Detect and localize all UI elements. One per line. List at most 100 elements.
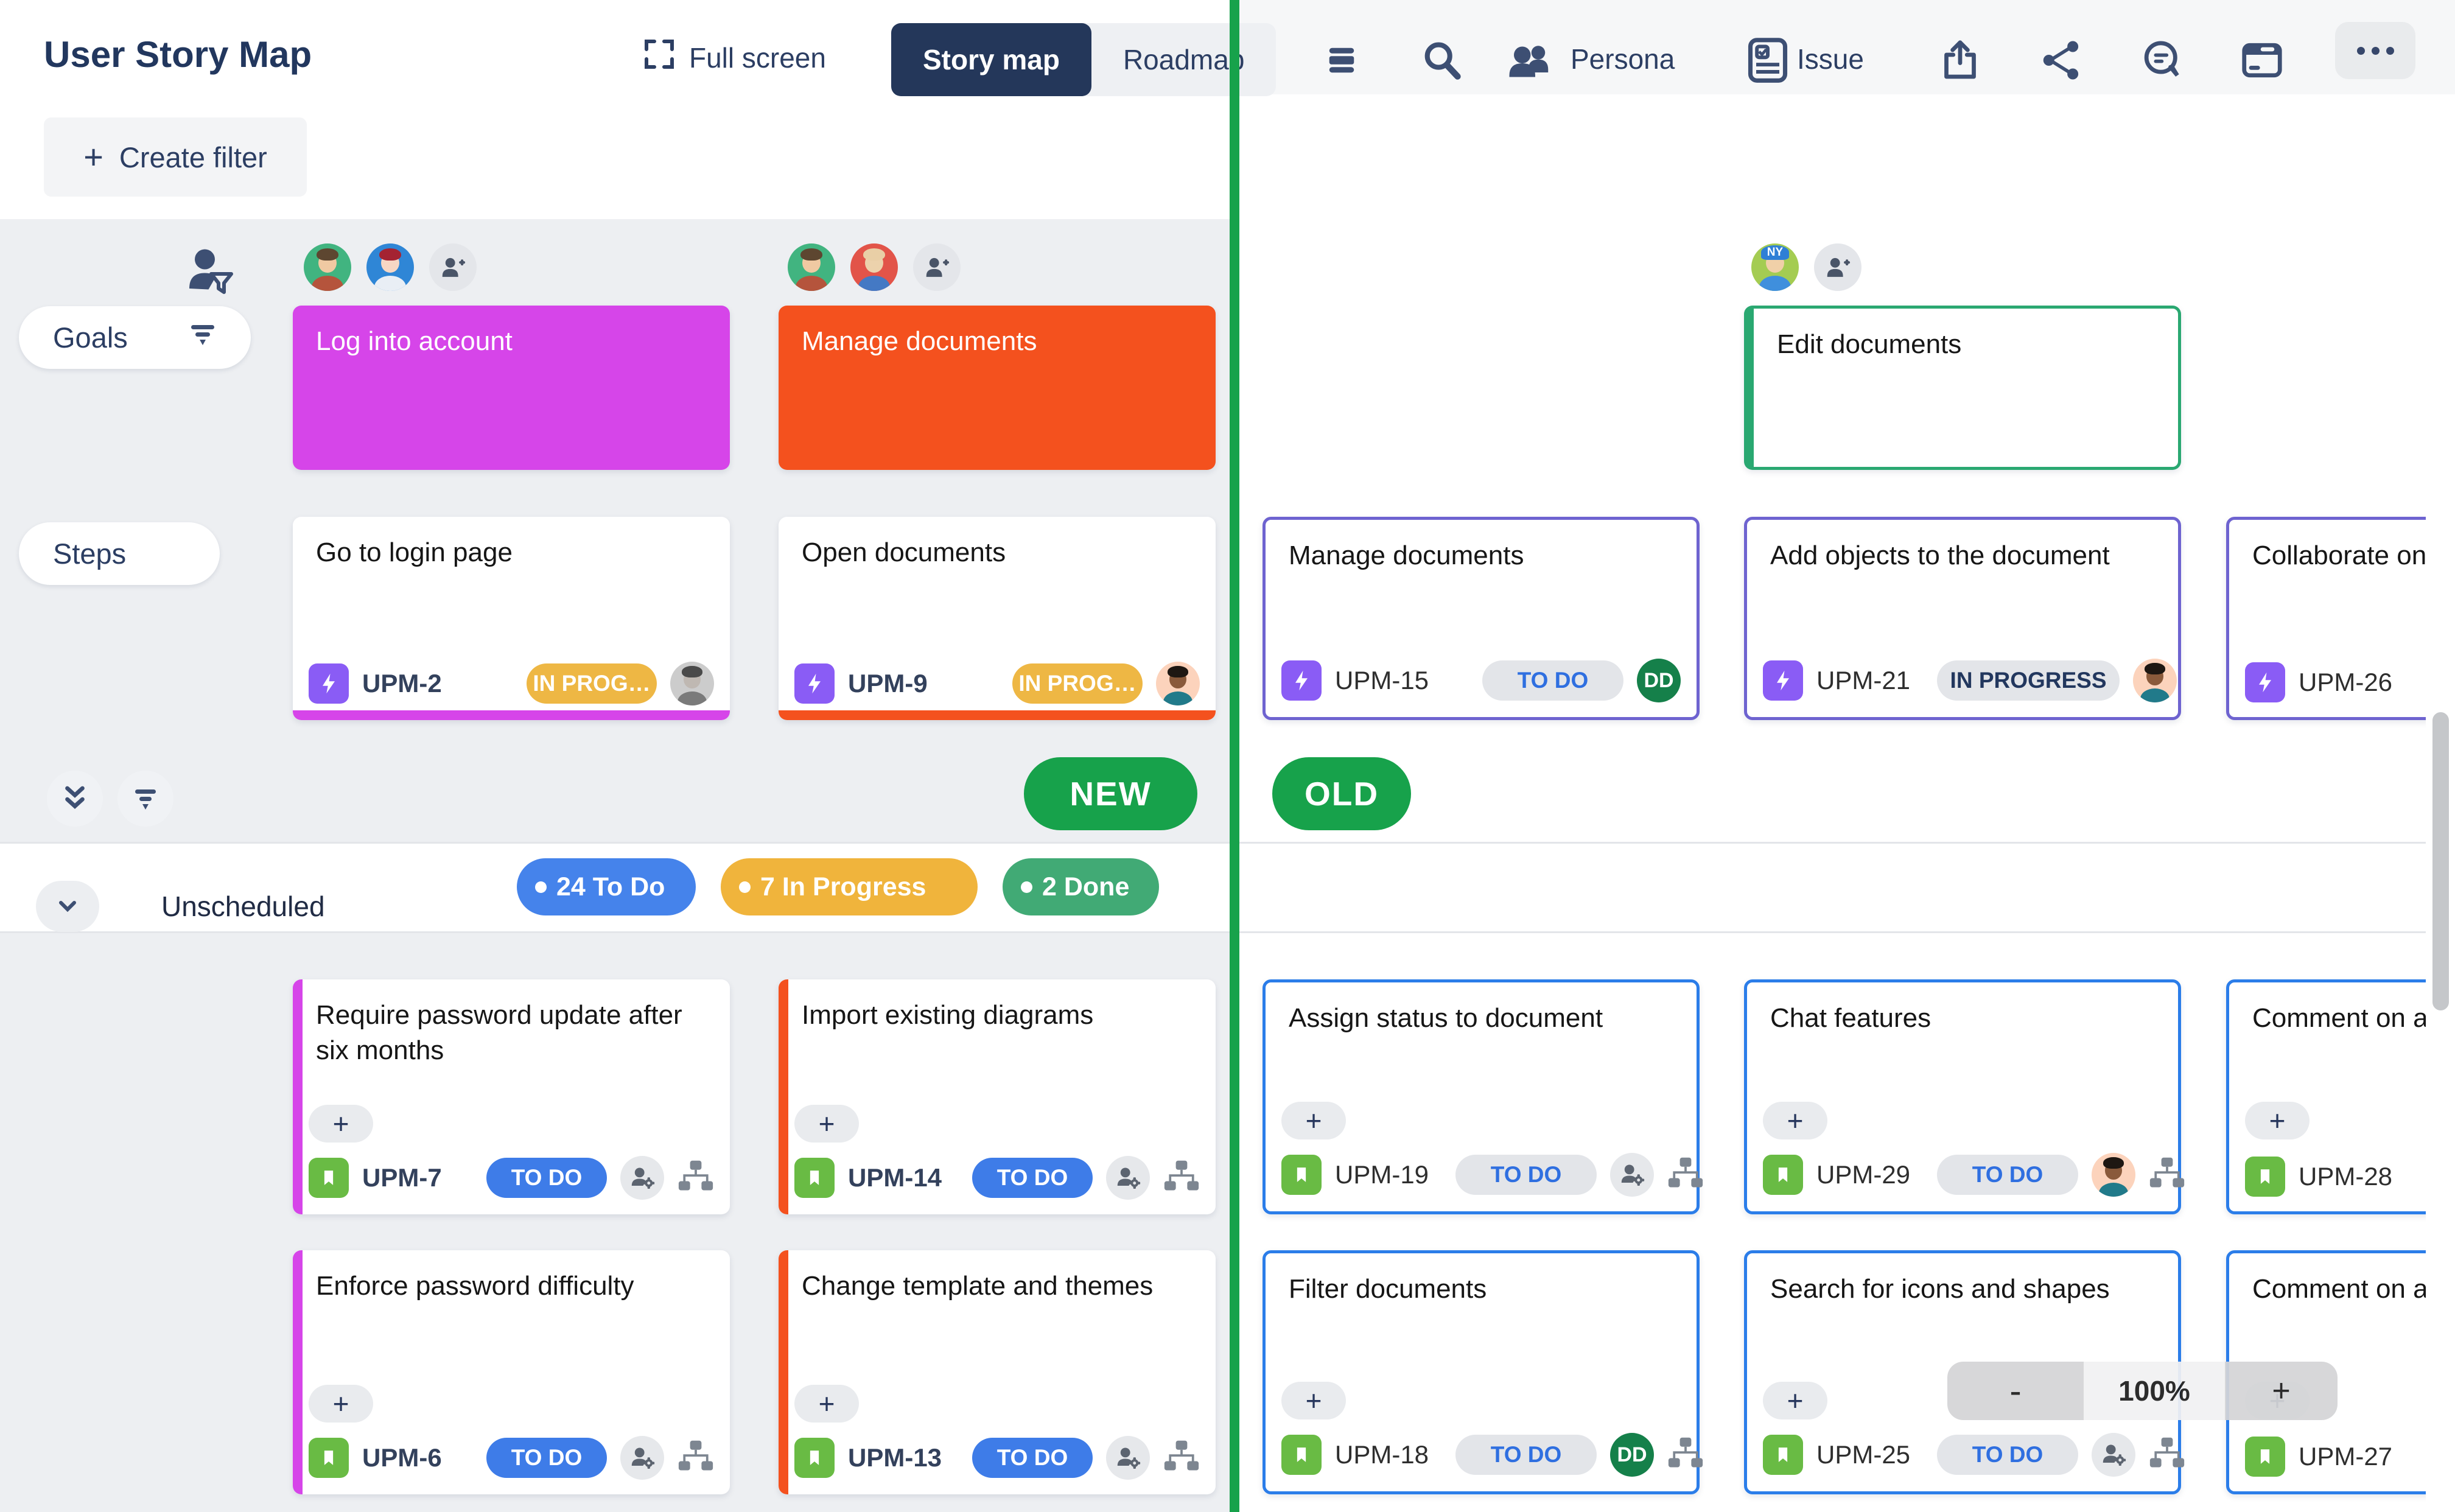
scrollbar-thumb[interactable] [2432, 712, 2449, 1010]
step-card[interactable]: Go to login page UPM-2 IN PROG… [293, 517, 730, 720]
add-child-button[interactable]: + [1281, 1102, 1346, 1139]
goal-card[interactable]: Edit documents [1744, 306, 2181, 470]
issue-key[interactable]: UPM-21 [1816, 666, 1911, 695]
issue-key[interactable]: UPM-15 [1335, 666, 1429, 695]
avatar[interactable] [2133, 659, 2177, 702]
status-badge[interactable]: TO DO [1482, 660, 1623, 701]
assignee-gear-icon[interactable] [620, 1156, 664, 1200]
story-card[interactable]: Assign status to document + UPM-19 TO DO [1263, 979, 1703, 1214]
status-badge[interactable]: TO DO [486, 1158, 607, 1198]
collapse-all-button[interactable] [47, 771, 103, 827]
issue-key[interactable]: UPM-27 [2299, 1442, 2393, 1471]
issue-key[interactable]: UPM-26 [2299, 668, 2393, 696]
add-person-button[interactable] [913, 243, 961, 291]
done-count-badge[interactable]: 2 Done [1003, 858, 1159, 915]
issue-key[interactable]: UPM-6 [362, 1443, 442, 1472]
more-button[interactable] [2335, 22, 2415, 79]
assignee-gear-icon[interactable] [2092, 1433, 2136, 1477]
sitemap-icon[interactable] [2149, 1155, 2185, 1195]
assignee-gear-icon[interactable] [620, 1436, 664, 1480]
avatar[interactable] [670, 662, 714, 705]
story-card[interactable]: Import existing diagrams + UPM-14 TO DO [779, 979, 1216, 1214]
status-badge[interactable]: TO DO [1937, 1155, 2079, 1195]
add-child-button[interactable]: + [794, 1105, 859, 1143]
search-icon[interactable] [1415, 33, 1469, 87]
step-card[interactable]: Collaborate on d UPM-26 [2226, 517, 2455, 720]
add-person-button[interactable] [429, 243, 477, 291]
unscheduled-collapse-button[interactable] [36, 881, 99, 932]
status-badge[interactable]: IN PROGRESS [1937, 660, 2120, 701]
add-child-button[interactable]: + [2245, 1102, 2310, 1139]
feedback-icon[interactable] [2135, 33, 2189, 87]
status-badge[interactable]: TO DO [1455, 1435, 1597, 1475]
todo-count-badge[interactable]: 24 To Do [517, 858, 696, 915]
add-child-button[interactable]: + [1763, 1102, 1827, 1139]
goals-row-label[interactable]: Goals [19, 306, 251, 369]
story-card[interactable]: Filter documents + UPM-18 TO DO DD [1263, 1250, 1703, 1494]
tab-story-map[interactable]: Story map [891, 23, 1091, 96]
sitemap-icon[interactable] [678, 1158, 714, 1198]
issue-key[interactable]: UPM-13 [848, 1443, 942, 1472]
issue-icon[interactable] [1741, 33, 1795, 87]
sitemap-icon[interactable] [2149, 1435, 2185, 1475]
avatar[interactable]: NY [1751, 243, 1799, 291]
issue-label[interactable]: Issue [1797, 43, 1864, 75]
assignee-gear-icon[interactable] [1106, 1156, 1150, 1200]
add-child-button[interactable]: + [1281, 1382, 1346, 1419]
avatar[interactable]: DD [1637, 659, 1681, 702]
layout-rows-icon[interactable] [1315, 33, 1368, 87]
export-icon[interactable] [1933, 33, 1987, 87]
steps-row-label[interactable]: Steps [19, 522, 220, 585]
issue-key[interactable]: UPM-7 [362, 1163, 442, 1192]
sitemap-icon[interactable] [1163, 1438, 1200, 1478]
share-icon[interactable] [2034, 33, 2088, 87]
add-child-button[interactable]: + [794, 1385, 859, 1423]
sitemap-icon[interactable] [1163, 1158, 1200, 1198]
add-person-button[interactable] [1814, 243, 1861, 291]
status-badge[interactable]: TO DO [1455, 1155, 1597, 1195]
status-badge[interactable]: TO DO [972, 1158, 1093, 1198]
avatar[interactable] [304, 243, 351, 291]
issue-key[interactable]: UPM-9 [848, 669, 928, 698]
fullscreen-button[interactable]: Full screen [643, 38, 826, 77]
issue-key[interactable]: UPM-19 [1335, 1160, 1429, 1189]
sitemap-icon[interactable] [1667, 1155, 1704, 1195]
status-badge[interactable]: TO DO [486, 1438, 607, 1478]
story-card[interactable]: Chat features + UPM-29 TO DO [1744, 979, 2185, 1214]
add-child-button[interactable]: + [309, 1385, 373, 1423]
status-badge[interactable]: TO DO [1937, 1435, 2079, 1475]
goal-card[interactable]: Manage documents [779, 306, 1216, 470]
status-badge[interactable]: TO DO [972, 1438, 1093, 1478]
avatar[interactable] [1156, 662, 1200, 705]
status-badge[interactable]: IN PROG… [1012, 663, 1143, 704]
persona-icon[interactable] [1502, 33, 1556, 87]
assignee-gear-icon[interactable] [1106, 1436, 1150, 1480]
step-card[interactable]: Add objects to the document UPM-21 IN PR… [1744, 517, 2181, 720]
story-card[interactable]: Comment on a + UPM-28 IN P [2226, 979, 2455, 1214]
story-card[interactable]: Require password update after six months… [293, 979, 730, 1214]
create-filter-button[interactable]: + Create filter [44, 117, 307, 197]
goal-card[interactable]: Log into account [293, 306, 730, 470]
issue-key[interactable]: UPM-25 [1816, 1440, 1911, 1469]
zoom-out-button[interactable]: - [1947, 1362, 2084, 1420]
persona-label[interactable]: Persona [1571, 43, 1675, 75]
issue-key[interactable]: UPM-28 [2299, 1162, 2393, 1191]
step-card[interactable]: Manage documents UPM-15 TO DO DD [1263, 517, 1700, 720]
person-filter-icon[interactable] [180, 241, 239, 303]
add-child-button[interactable]: + [309, 1105, 373, 1143]
sitemap-icon[interactable] [678, 1438, 714, 1478]
avatar[interactable] [788, 243, 835, 291]
panel-icon[interactable] [2235, 33, 2289, 87]
story-card[interactable]: Enforce password difficulty + UPM-6 TO D… [293, 1250, 730, 1494]
in-progress-count-badge[interactable]: 7 In Progress [721, 858, 978, 915]
issue-key[interactable]: UPM-14 [848, 1163, 942, 1192]
zoom-in-button[interactable]: + [2225, 1362, 2338, 1420]
issue-key[interactable]: UPM-2 [362, 669, 442, 698]
story-card[interactable]: Change template and themes + UPM-13 TO D… [779, 1250, 1216, 1494]
avatar[interactable]: DD [1610, 1433, 1655, 1477]
issue-key[interactable]: UPM-18 [1335, 1440, 1429, 1469]
avatar[interactable] [850, 243, 898, 291]
issue-key[interactable]: UPM-29 [1816, 1160, 1911, 1189]
add-child-button[interactable]: + [1763, 1382, 1827, 1419]
status-badge[interactable]: IN PROG… [527, 663, 657, 704]
